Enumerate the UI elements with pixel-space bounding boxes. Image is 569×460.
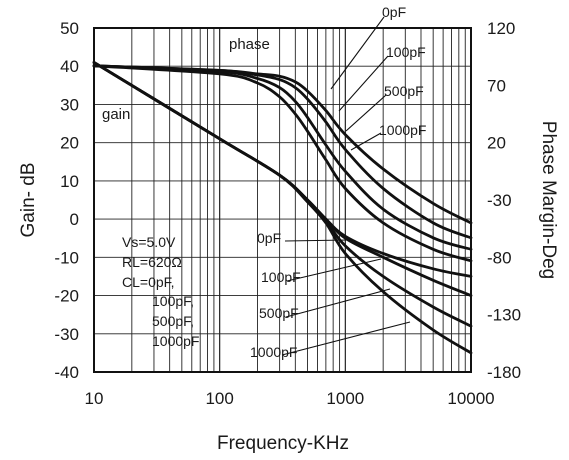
condition-100pf: 100pF, xyxy=(152,293,194,309)
y-left-tick-label: 20 xyxy=(60,134,79,153)
plot-frame xyxy=(93,27,472,373)
condition-500pf: 500pF, xyxy=(152,313,194,329)
y-right-tick-label: -180 xyxy=(487,363,521,382)
phase-label-100pf: 100pF xyxy=(386,44,426,60)
y-left-tick-label: 10 xyxy=(60,172,79,191)
x-tick-label: 10000 xyxy=(447,389,494,408)
curves xyxy=(92,61,473,355)
gain-leader-100pf xyxy=(286,258,382,282)
x-axis-label: Frequency-KHz xyxy=(217,433,349,454)
y-left-tick-label: 40 xyxy=(60,57,79,76)
phase-leader-500pf xyxy=(345,94,387,132)
y-left-tick-label: -40 xyxy=(54,363,79,382)
gain-curve-1000pf xyxy=(92,61,473,355)
gain-leader-1000pf xyxy=(281,321,411,356)
y-right-tick-label: -130 xyxy=(487,306,521,325)
phase-curve-500pf xyxy=(92,64,473,251)
y-axis-right-label: Phase Margin-Deg xyxy=(538,121,559,279)
gain-label-0pf: 0pF xyxy=(257,230,281,246)
y-right-tick-label: 20 xyxy=(487,134,506,153)
y-right-tick-label: -80 xyxy=(487,248,512,267)
phase-label-0pf: 0pF xyxy=(382,4,406,20)
y-left-tick-label: 0 xyxy=(70,210,79,229)
y-right-tick-label: 70 xyxy=(487,76,506,95)
phase-annotation: phase xyxy=(229,36,270,53)
y-left-tick-label: -10 xyxy=(54,248,79,267)
x-tick-label: 100 xyxy=(205,389,233,408)
leader-lines xyxy=(281,16,411,356)
gain-leader-500pf xyxy=(285,288,391,318)
condition-1000pf: 1000pF xyxy=(152,333,199,349)
gain-label-500pf: 500pF xyxy=(259,305,299,321)
gain-label-1000pf: 1000pF xyxy=(250,344,297,360)
phase-leader-100pf xyxy=(338,55,389,112)
y-axis-left-label: Gain- dB xyxy=(18,163,39,238)
curve-labels: 0pF 100pF 500pF 1000pF 0pF 100pF 500pF 1… xyxy=(250,4,426,360)
y-right-tick-label: -30 xyxy=(487,191,512,210)
phase-label-1000pf: 1000pF xyxy=(379,122,426,138)
y-right-tick-label: 120 xyxy=(487,19,515,38)
condition-cl: CL=0pF, xyxy=(122,274,175,290)
phase-curve-100pf xyxy=(92,64,473,240)
condition-vs: Vs=5.0V xyxy=(122,234,176,250)
gain-leader-0pf xyxy=(284,239,349,242)
gain-annotation: gain xyxy=(102,106,130,123)
gain-label-100pf: 100pF xyxy=(261,269,301,285)
tick-labels: 10 100 1000 1000050403020100-10-20-30-40120… xyxy=(54,19,521,408)
x-tick-label: 1000 xyxy=(326,389,364,408)
phase-label-500pf: 500pF xyxy=(384,83,424,99)
y-left-tick-label: -30 xyxy=(54,325,79,344)
y-left-tick-label: -20 xyxy=(54,287,79,306)
phase-curve-1000pf xyxy=(92,64,473,263)
y-left-tick-label: 50 xyxy=(60,19,79,38)
condition-rl: RL=620Ω xyxy=(122,254,182,270)
conditions-box: Vs=5.0V RL=620Ω CL=0pF, 100pF, 500pF, 10… xyxy=(122,234,199,349)
y-left-tick-label: 30 xyxy=(60,95,79,114)
phase-leader-1000pf xyxy=(350,132,382,151)
x-tick-label: 10 xyxy=(85,389,104,408)
